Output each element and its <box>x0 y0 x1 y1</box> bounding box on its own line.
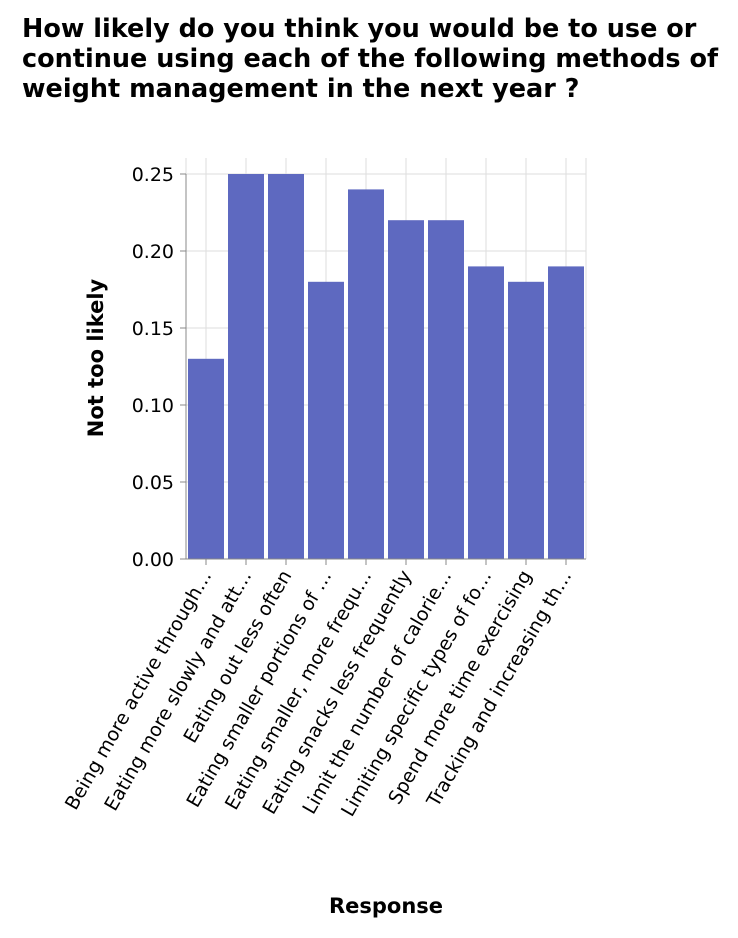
y-tick-label: 0.05 <box>132 472 174 494</box>
y-axis-title: Not too likely <box>84 278 108 437</box>
y-tick-label: 0.25 <box>132 164 174 186</box>
chart-title: How likely do you think you would be to … <box>22 14 719 104</box>
y-tick-label: 0.15 <box>132 318 174 340</box>
bar <box>548 266 584 559</box>
y-tick-label: 0.20 <box>132 241 174 263</box>
y-tick-label: 0.00 <box>132 549 174 571</box>
bars <box>188 174 584 559</box>
x-axis-title: Response <box>329 894 443 918</box>
bar <box>348 189 384 559</box>
bar <box>228 174 264 559</box>
bar <box>268 174 304 559</box>
bar <box>308 281 344 559</box>
bar <box>508 281 544 559</box>
bar <box>188 358 224 559</box>
bar <box>468 266 504 559</box>
bar <box>388 220 424 559</box>
bar <box>428 220 464 559</box>
y-tick-label: 0.10 <box>132 395 174 417</box>
